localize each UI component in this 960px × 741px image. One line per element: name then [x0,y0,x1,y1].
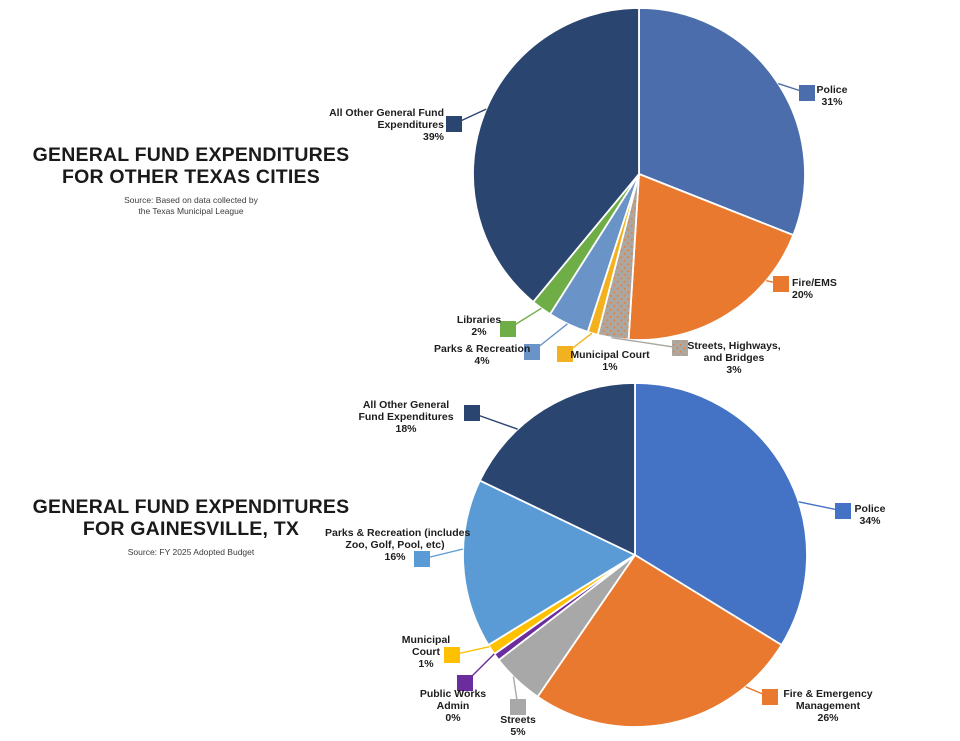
slice-percent-text: 0% [445,712,461,724]
slice-label-text: Parks & Recreation (includes [325,527,471,539]
chart1-title-block: GENERAL FUND EXPENDITURES FOR OTHER TEXA… [30,144,352,216]
pie-slice-fire-ems [627,173,795,341]
slice-label-text: All Other General Fund [329,107,444,119]
legend-marker-municipal-court [444,647,460,663]
legend-marker-police [799,85,815,101]
slice-label-parks-recreation: Parks & Recreation 4% [434,343,530,367]
slice-label-text: Parks & Recreation [434,343,531,355]
slice-percent-text: 1% [418,658,434,670]
legend-marker-all-other-general-fund-expenditures [446,116,462,132]
slice-label-text: Zoo, Golf, Pool, etc) [345,539,445,551]
slice-label-text: Police [816,84,848,96]
slice-label-parks-recreation-includes-zoo-golf-pool-etc: Parks & Recreation (includes Zoo, Golf, P… [325,527,471,563]
slice-label-text: Libraries [456,314,502,326]
pie-slice-all-other-general-fund-expenditures [472,7,640,303]
pie-slice-police [638,7,806,237]
slice-label-text: Fire/EMS [792,277,837,289]
slice-label-public-works-admin: Public Works Admin 0% [411,688,495,724]
slice-label-all-other-general-fund-expenditures: All Other General Fund Expenditures 18% [350,399,462,435]
slice-percent-text: 34% [859,515,881,527]
legend-marker-streets-highways-and-bridges [672,340,688,356]
legend-marker-fire-emergency-management [762,689,778,705]
chart2-title-line1: GENERAL FUND EXPENDITURES [32,496,350,518]
slice-label-text: Court [412,646,440,658]
slice-percent-text: 20% [792,289,814,301]
legend-marker-parks-recreation-includes-zoo-golf-pool-etc [414,551,430,567]
slice-label-text: Public Works [419,688,487,700]
slice-label-text: All Other General [362,399,450,411]
slice-percent-text: 2% [471,326,487,338]
slice-percent-text: 1% [602,361,618,373]
chart1-title-line1: GENERAL FUND EXPENDITURES [32,144,350,166]
slice-label-all-other-general-fund-expenditures: All Other General Fund Expenditures 39% [326,107,444,143]
slice-label-text: Fund Expenditures [358,411,454,423]
slice-label-police: Police 34% [840,503,900,527]
chart1-source-line1: Source: Based on data collected by [124,195,258,205]
slice-percent-text: 26% [817,712,839,724]
slice-label-text: Streets, Highways, [687,340,781,352]
legend-marker-libraries [500,321,516,337]
slice-percent-text: 39% [422,131,444,143]
slice-percent-text: 3% [726,364,742,376]
slice-label-text: Expenditures [377,119,444,131]
slice-percent-text: 18% [395,423,417,435]
slice-label-municipal-court: Municipal Court 1% [568,349,652,373]
pie-slice-all-other-general-fund-expenditures [479,382,636,556]
pie-slice-police [634,382,808,646]
slice-percent-text: 4% [474,355,490,367]
slice-label-text: Admin [436,700,470,712]
slice-label-municipal-court: Municipal Court 1% [394,634,458,670]
pie-slice-fire-emergency-management [536,554,783,728]
slice-percent-text: 5% [510,726,526,738]
legend-marker-all-other-general-fund-expenditures [464,405,480,421]
slice-percent-text: 16% [384,551,406,563]
legend-marker-municipal-court [557,346,573,362]
chart2-source-line1: Source: FY 2025 Adopted Budget [127,547,255,557]
slice-label-text: and Bridges [703,352,765,364]
slice-label-libraries: Libraries 2% [450,314,508,338]
legend-marker-police [835,503,851,519]
slice-label-streets: Streets 5% [487,714,549,738]
chart2-title-line2: FOR GAINESVILLE, TX [82,518,300,540]
chart1-source-line2: the Texas Municipal League [138,205,244,216]
pie-slice-parks-recreation-includes-zoo-golf-pool-etc [462,479,636,646]
slice-label-fire-emergency-management: Fire & Emergency Management 26% [776,688,880,724]
legend-marker-parks-recreation [524,344,540,360]
legend-marker-public-works-admin [457,675,473,691]
legend-marker-streets [510,699,526,715]
chart1-title-line2: FOR OTHER TEXAS CITIES [62,166,320,188]
slice-label-text: Fire & Emergency [783,688,873,700]
leader-line-streets-highways-and-bridges [611,337,681,349]
slice-label-fire-ems: Fire/EMS 20% [792,277,862,301]
slice-label-text: Municipal [401,634,451,646]
slice-label-text: Municipal Court [570,349,650,361]
chart2-title-block: GENERAL FUND EXPENDITURES FOR GAINESVILL… [30,496,352,558]
slice-label-text: Streets [500,714,536,726]
legend-marker-fire-ems [773,276,789,292]
slice-label-text: Police [854,503,886,515]
slice-percent-text: 31% [821,96,843,108]
slice-label-streets-highways-and-bridges: Streets, Highways, and Bridges 3% [684,340,784,376]
slice-label-text: Management [795,700,861,712]
slice-label-police: Police 31% [803,84,861,108]
